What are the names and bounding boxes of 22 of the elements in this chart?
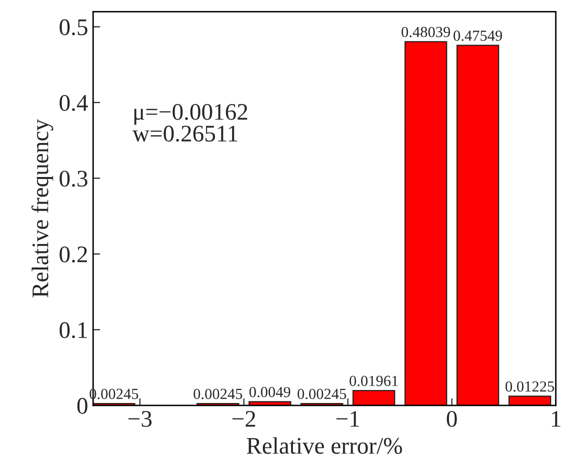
y-tick-label: 0.3: [60, 170, 88, 187]
data-label: 0.01961: [350, 376, 398, 386]
y-tick-label: 0.1: [60, 322, 87, 338]
x-tick-label: 1: [552, 411, 560, 427]
data-label: 0.0049: [249, 386, 290, 398]
annotation: w=0.26511: [132, 126, 238, 142]
y-tick-label: 0.2: [60, 246, 87, 262]
x-tick-label: −2: [232, 411, 256, 427]
data-label: 0.47549: [454, 30, 502, 41]
x-tick-label: 0: [446, 410, 457, 427]
data-label: 0.00245: [194, 388, 242, 400]
y-tick-label: 0.5: [60, 19, 88, 36]
annotation: μ=−0.00162: [134, 104, 248, 125]
x-tick-label: −1: [336, 411, 360, 427]
data-label: 0.48039: [402, 26, 450, 38]
y-tick-label: 0.4: [60, 95, 88, 112]
x-axis-title: Relative error/%: [246, 437, 402, 454]
x-tick-label: −3: [128, 411, 152, 427]
y-axis-title: Relative frequency: [31, 119, 54, 298]
data-label: 0.01225: [506, 381, 554, 392]
y-tick-label: 0: [77, 398, 88, 414]
data-label: 0.00245: [298, 388, 346, 400]
